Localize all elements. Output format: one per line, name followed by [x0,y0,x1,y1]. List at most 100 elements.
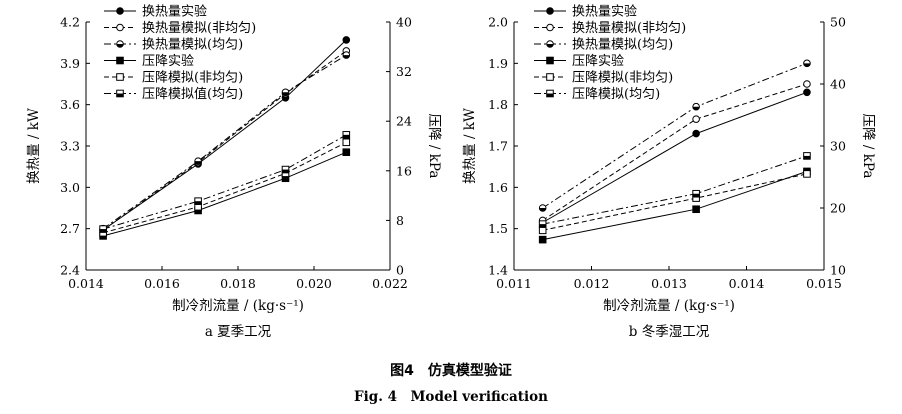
y-axis-right-label: 压降 / kPa [860,114,876,179]
data-point-fill [343,134,350,139]
y-left-tick-label: 1.4 [488,263,508,278]
legend-label: 压降实验 [142,53,194,69]
x-tick-label: 0.011 [496,276,532,291]
series-line [102,134,347,230]
y-right-tick-label: 40 [396,15,412,30]
x-tick-label: 0.012 [574,276,610,291]
legend-marker [546,23,554,32]
legend-marker [546,73,554,81]
legend-marker [546,7,554,15]
series-line [102,50,347,231]
chart-panel-a: 0.014 0.016 0.018 0.020 0.022 2.4 2.7 3.0 3.3 3.6… [26,4,442,341]
data-point-fill [99,229,107,233]
y-right-tick-label: 30 [830,139,846,154]
series-line [102,141,347,234]
y-left-tick-label: 2.7 [60,221,80,236]
y-right-tick-label: 40 [830,77,846,92]
y-left-tick-label: 1.5 [488,221,508,236]
x-tick-label: 0.014 [68,276,104,291]
x-axis-label: 制冷剂流量 / (kg·s⁻¹) [603,298,735,314]
y-right-tick-label: 32 [396,64,412,79]
legend-marker-fill [116,44,124,48]
y-right-tick-label: 0 [396,263,404,278]
legend-label: 换热量模拟(非均匀) [572,21,686,36]
y-right-tick-label: 20 [830,201,846,216]
y-right-tick-label: 8 [396,213,404,228]
x-tick-label: 0.018 [220,276,256,291]
y-left-tick-label: 3.0 [60,180,80,195]
y-left-tick-label: 3.9 [60,56,80,71]
chart-panel-b: 0.011 0.012 0.013 0.014 0.015 1.4 1.5 1.6 1.7 1.8… [462,4,876,341]
legend-marker [116,73,124,81]
figure-caption-chinese: 图4 仿真模型验证 [390,363,512,379]
x-tick-label: 0.022 [372,276,408,291]
y-left-tick-label: 3.6 [60,97,80,112]
data-point [538,226,547,235]
y-axis-left-label: 换热量 / kW [462,108,478,184]
data-point [342,36,351,44]
data-point-fill [539,208,546,212]
data-point-fill [692,106,700,111]
y-right-tick-label: 50 [830,15,846,30]
x-axis-label: 制冷剂流量 / (kg·s⁻¹) [172,298,304,314]
series-6 [538,152,811,228]
legend-marker [116,7,124,15]
legend-label: 压降模拟值(均匀) [142,86,243,102]
data-point-fill [343,55,350,59]
y-axis-left-label: 换热量 / kW [26,108,42,184]
data-point-fill [282,169,289,173]
series-1 [538,88,811,227]
data-point [692,205,700,214]
legend-label: 换热量实验 [142,4,207,20]
figure-caption-english: Fig. 4 Model verification [354,389,548,405]
y-left-tick-label: 1.8 [488,97,508,112]
series-line [542,91,808,223]
legend-marker-fill [546,93,554,97]
y-left-tick-label: 4.2 [60,15,80,30]
y-left-tick-label: 2.0 [488,15,508,30]
data-point-fill [803,155,811,160]
data-point-fill [803,63,811,67]
data-point [803,88,811,97]
panel-subtitle: a 夏季工况 [205,324,272,340]
data-point-fill [282,92,289,96]
legend-marker [116,23,124,32]
y-left-tick-label: 3.3 [60,139,80,154]
x-tick-label: 0.016 [144,276,180,291]
series-line [102,39,347,231]
data-point-fill [194,201,202,205]
series-3 [538,59,811,212]
series-4 [99,148,351,240]
series-5 [538,170,811,235]
series-5 [99,138,351,237]
series-6 [99,131,351,233]
y-left-tick-label: 1.7 [488,139,508,154]
series-1 [99,36,351,234]
data-point [803,80,811,88]
data-point-fill [539,224,546,228]
legend-label: 压降模拟(非均匀) [142,71,243,86]
data-point-fill [692,193,700,198]
legend-label: 压降实验 [572,53,624,69]
legend-label: 换热量模拟(均匀) [142,38,243,53]
series-2 [538,80,811,225]
y-left-tick-label: 2.4 [60,263,80,278]
y-left-tick-label: 1.9 [488,56,508,71]
legend-label: 换热量模拟(非均匀) [142,21,256,36]
x-tick-label: 0.015 [806,276,842,291]
y-right-tick-label: 10 [830,263,846,278]
x-tick-label: 0.013 [651,276,687,291]
data-point [692,115,700,123]
x-tick-label: 0.020 [296,276,332,291]
legend-label: 换热量模拟(均匀) [572,38,673,53]
panel-subtitle: b 冬季湿工况 [629,324,710,340]
data-point [538,235,547,244]
data-point [342,138,351,147]
data-point-fill [194,161,202,165]
series-4 [538,167,811,244]
series-line [102,151,347,237]
y-axis-right-label: 压降 / kPa [426,114,442,179]
legend-marker [116,56,124,65]
legend-marker-fill [546,44,554,48]
